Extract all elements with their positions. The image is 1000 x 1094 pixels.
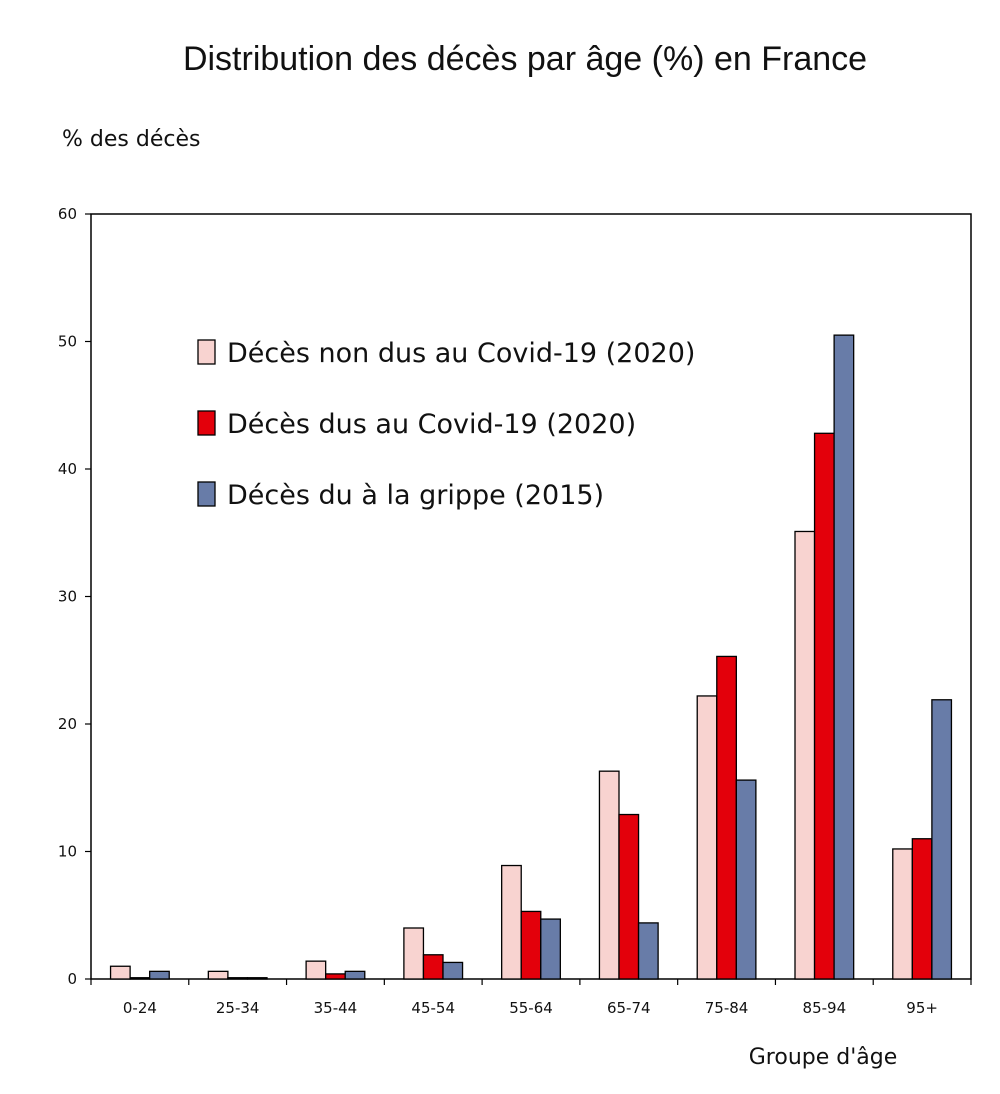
y-axis-label: % des décès [62, 127, 200, 152]
x-tick-label: 95+ [906, 999, 938, 1017]
x-tick-label: 55-64 [509, 999, 553, 1017]
bar-series-2-35-44 [325, 973, 346, 980]
bar-series-2-0-24 [129, 977, 151, 980]
bar-series-2-85-94 [813, 432, 835, 980]
x-tick-label: 45-54 [411, 999, 455, 1017]
bar-series-3-0-24 [149, 970, 170, 980]
y-tick-label: 60 [58, 205, 77, 223]
legend-swatch [197, 339, 216, 365]
legend: Décès non dus au Covid-19 (2020) Décès du… [197, 338, 695, 511]
legend-label: Décès du à la grippe (2015) [227, 480, 604, 511]
bar-series-3-85-94 [833, 334, 855, 980]
y-tick-label: 0 [67, 970, 77, 988]
y-axis: 0 10 20 30 40 50 60 [58, 205, 91, 988]
bar-series-2-75-84 [716, 655, 737, 980]
bar-series-1-75-84 [696, 695, 718, 980]
x-tick-label: 85-94 [803, 999, 847, 1017]
bar-series-2-65-74 [618, 813, 640, 980]
bars [109, 334, 953, 980]
bar-series-3-65-74 [637, 922, 659, 980]
bar-series-2-55-64 [520, 910, 542, 980]
bar-series-1-25-34 [207, 970, 229, 980]
chart-title: Distribution des décès par âge (%) en Fr… [183, 40, 867, 78]
bar-series-3-95+ [931, 699, 953, 980]
legend-label: Décès dus au Covid-19 (2020) [227, 409, 636, 440]
bar-series-3-35-44 [344, 970, 366, 980]
x-axis-label: Groupe d'âge [749, 1045, 898, 1070]
bar-series-1-55-64 [501, 864, 522, 980]
bar-series-1-85-94 [794, 530, 816, 980]
y-tick-label: 20 [58, 715, 77, 733]
x-tick-label: 65-74 [607, 999, 651, 1017]
legend-swatch [197, 481, 216, 507]
bar-series-2-45-54 [422, 954, 444, 980]
y-tick-label: 10 [58, 843, 77, 861]
bar-series-2-25-34 [227, 977, 249, 980]
legend-swatch [197, 410, 216, 436]
y-tick-label: 50 [58, 333, 77, 351]
bar-series-1-65-74 [598, 770, 620, 980]
bar-series-1-0-24 [109, 965, 131, 980]
y-tick-label: 30 [58, 588, 77, 606]
x-tick-label: 0-24 [123, 999, 157, 1017]
bar-series-3-45-54 [442, 961, 464, 980]
bar-series-2-95+ [911, 838, 933, 980]
bar-series-3-75-84 [735, 779, 757, 980]
bar-series-3-25-34 [246, 977, 268, 980]
bar-series-1-95+ [892, 848, 913, 980]
legend-label: Décès non dus au Covid-19 (2020) [227, 338, 695, 369]
bar-series-1-35-44 [305, 960, 327, 980]
x-tick-label: 35-44 [314, 999, 358, 1017]
bar-series-3-55-64 [540, 918, 561, 980]
bar-series-1-45-54 [403, 927, 425, 980]
x-axis: 0-24 25-34 35-44 45-54 55-64 65-74 75-84 85-94 9… [90, 979, 972, 1017]
y-tick-label: 40 [58, 460, 77, 478]
x-tick-label: 25-34 [216, 999, 260, 1017]
x-tick-label: 75-84 [705, 999, 749, 1017]
